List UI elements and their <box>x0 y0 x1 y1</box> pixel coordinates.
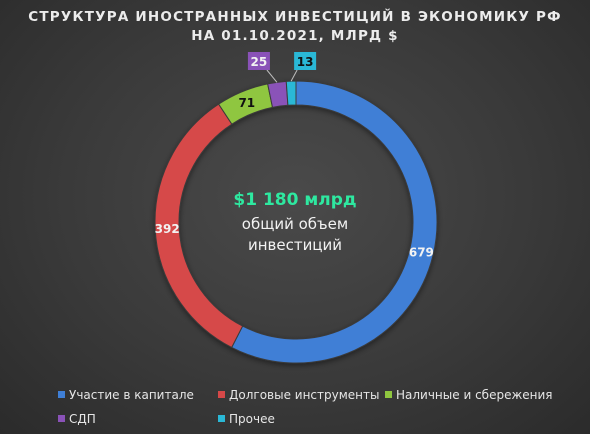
leader-line-4 <box>266 69 278 83</box>
leader-line-5 <box>290 69 298 82</box>
label-box-5 <box>294 52 317 70</box>
legend-label: Наличные и сбережения <box>396 388 553 402</box>
donut-slice-5 <box>285 80 297 106</box>
legend-swatch <box>58 415 65 422</box>
legend-label: Участие в капитале <box>69 388 194 402</box>
legend-label: Прочее <box>229 412 275 426</box>
data-label-4: 25 <box>251 55 268 69</box>
legend-item-1: Участие в капитале <box>58 388 194 402</box>
legend-item-5: Прочее <box>218 412 275 426</box>
legend-label: Долговые инструменты <box>229 388 380 402</box>
legend-item-2: Долговые инструменты <box>218 388 379 402</box>
legend-swatch <box>218 391 225 398</box>
chart-title: СТРУКТУРА ИНОСТРАННЫХ ИНВЕСТИЦИЙ В ЭКОНО… <box>28 9 562 25</box>
legend-label: СДП <box>69 412 96 426</box>
total-value: $1 180 млрд <box>233 190 357 210</box>
legend-swatch <box>385 391 392 398</box>
data-label-1: 679 <box>409 245 434 259</box>
data-label-2: 392 <box>155 222 180 236</box>
data-label-5: 13 <box>297 55 314 69</box>
label-box-4 <box>247 52 270 70</box>
total-label-line2: инвестиций <box>247 236 343 254</box>
legend-item-3: Наличные и сбережения <box>385 388 553 402</box>
total-label-line1: общий объем <box>241 215 349 233</box>
legend-swatch <box>58 391 65 398</box>
data-label-3: 71 <box>238 96 255 110</box>
legend-swatch <box>218 415 225 422</box>
chart-subtitle: НА 01.10.2021, МЛРД $ <box>191 28 399 44</box>
donut-slice-1 <box>230 80 438 364</box>
legend-item-4: СДП <box>58 412 96 426</box>
